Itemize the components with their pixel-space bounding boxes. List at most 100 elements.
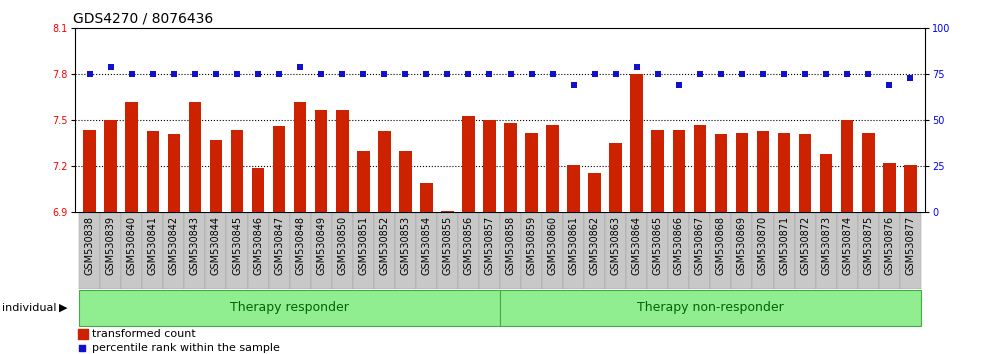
Text: GSM530855: GSM530855 [442,216,452,275]
Bar [795,212,816,289]
Bar [567,165,580,212]
Text: GSM530838: GSM530838 [85,216,95,275]
Text: GSM530841: GSM530841 [148,216,158,275]
Bar [546,125,559,212]
Point [271,72,287,77]
Point [166,72,182,77]
Point [334,72,350,77]
Text: GSM530845: GSM530845 [232,216,242,275]
Text: GSM530871: GSM530871 [779,216,789,275]
Bar [353,212,374,289]
Bar [542,212,563,289]
Text: GSM530853: GSM530853 [400,216,410,275]
Point [124,72,140,77]
Point [524,72,540,77]
Bar [290,212,311,289]
Text: GSM530860: GSM530860 [548,216,558,275]
Bar [862,133,875,212]
Bar [79,290,500,326]
Bar [479,212,500,289]
Bar [626,212,647,289]
Bar [231,130,243,212]
Bar [100,212,121,289]
Point [481,72,497,77]
Bar [504,124,517,212]
Bar [525,133,538,212]
Bar [311,212,332,289]
Point [292,64,308,70]
Bar [694,125,706,212]
Bar [168,134,180,212]
Bar [125,102,138,212]
Text: GSM530846: GSM530846 [253,216,263,275]
Bar [841,120,853,212]
Point [418,72,434,77]
Bar [774,212,795,289]
Bar [374,212,395,289]
Text: GSM530876: GSM530876 [884,216,894,275]
Bar [820,154,832,212]
Text: GSM530875: GSM530875 [863,216,873,275]
Text: GSM530874: GSM530874 [842,216,852,275]
Bar [269,212,290,289]
Text: GSM530849: GSM530849 [316,216,326,275]
Bar [521,212,542,289]
Text: GSM530843: GSM530843 [190,216,200,275]
Point [776,72,792,77]
Point [587,72,603,77]
Point [629,64,645,70]
Point [650,72,666,77]
Text: GSM530854: GSM530854 [421,216,431,275]
Point [355,72,371,77]
Point [881,82,897,88]
Bar [121,212,142,289]
Point [608,72,624,77]
Text: GSM530857: GSM530857 [484,216,494,275]
Bar [500,290,921,326]
Point [692,72,708,77]
Text: GSM530870: GSM530870 [758,216,768,275]
Text: GSM530859: GSM530859 [527,216,537,275]
Text: percentile rank within the sample: percentile rank within the sample [92,343,279,353]
Point [713,72,729,77]
Bar [736,133,748,212]
Point [376,72,392,77]
Bar [462,116,475,212]
Bar [104,120,117,212]
Bar [651,130,664,212]
Bar [710,212,731,289]
Text: GSM530839: GSM530839 [106,216,116,275]
Bar [441,211,454,212]
Bar [378,131,391,212]
Bar [294,102,306,212]
Bar [399,151,412,212]
Point [839,72,855,77]
Text: GSM530840: GSM530840 [127,216,137,275]
Bar [252,168,264,212]
Text: Therapy responder: Therapy responder [230,301,349,314]
Bar [336,110,349,212]
Bar [799,134,811,212]
Bar [858,212,879,289]
Point [460,72,476,77]
Bar [226,212,248,289]
Bar [588,172,601,212]
Bar [315,110,327,212]
Point [860,72,876,77]
Text: GSM530850: GSM530850 [337,216,347,275]
Bar [689,212,710,289]
Text: GSM530858: GSM530858 [506,216,516,275]
Bar [184,212,205,289]
Point [229,72,245,77]
Text: GSM530863: GSM530863 [611,216,621,275]
Bar [395,212,416,289]
Bar [630,74,643,212]
Text: GSM530856: GSM530856 [463,216,473,275]
Bar [816,212,837,289]
Point [734,72,750,77]
Text: transformed count: transformed count [92,329,195,339]
Bar [420,183,433,212]
Text: GSM530866: GSM530866 [674,216,684,275]
Bar [904,165,917,212]
Bar [715,134,727,212]
